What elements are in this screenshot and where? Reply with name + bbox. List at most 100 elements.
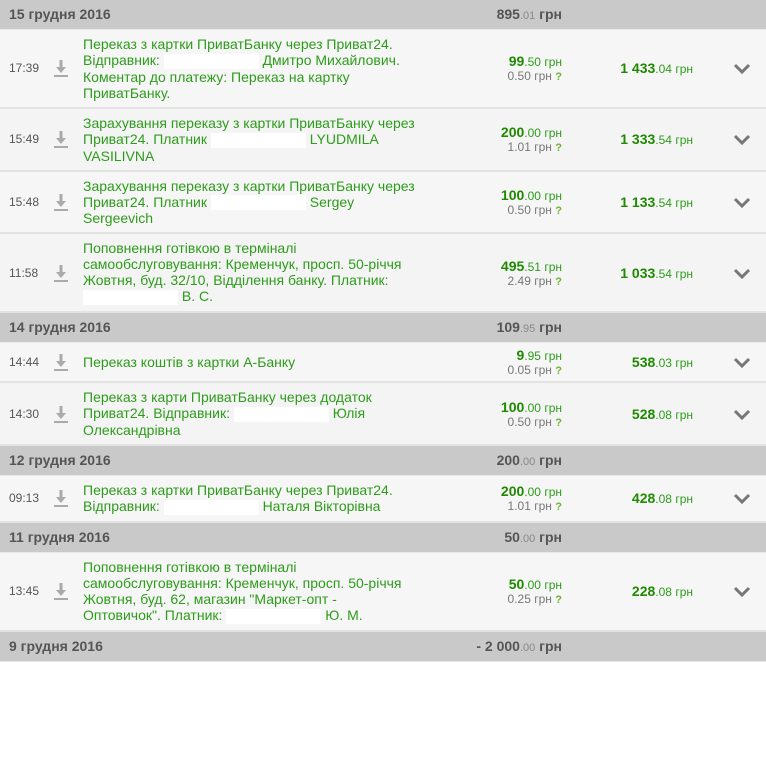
transaction-row[interactable]: 13:45 Поповнення готівкою в терміналі сам… — [0, 552, 766, 632]
chevron-down-icon[interactable] — [733, 585, 751, 598]
currency: грн — [544, 188, 562, 203]
balance-decimal: .08 — [655, 492, 672, 507]
total-decimal: .95 — [519, 323, 536, 336]
help-icon[interactable]: ? — [555, 594, 562, 607]
group-date: 15 грудня 2016 — [9, 6, 111, 22]
total-decimal: .01 — [519, 10, 536, 22]
help-icon[interactable]: ? — [555, 142, 562, 155]
help-icon[interactable]: ? — [555, 71, 562, 84]
group-date: 9 грудня 2016 — [9, 637, 103, 654]
description-text: Поповнення готівкою в терміналі самообсл… — [83, 240, 402, 289]
help-icon[interactable]: ? — [555, 416, 562, 429]
commission: 0.50 грн ? — [508, 69, 562, 83]
description-text: Ю. М. — [325, 606, 363, 623]
currency: грн — [539, 451, 562, 468]
date-group-header: 11 грудня 2016 50.00 грн — [0, 522, 766, 553]
balance-integer: 528 — [631, 405, 656, 422]
chevron-down-icon[interactable] — [733, 492, 751, 505]
balance-decimal: .04 — [655, 62, 672, 77]
amount-decimal: .00 — [524, 126, 541, 141]
transaction-row[interactable]: 11:58 Поповнення готівкою в терміналі сам… — [0, 234, 766, 314]
transaction-row[interactable]: 15:49 Зарахування переказу з картки Прива… — [0, 108, 766, 172]
currency: грн — [539, 6, 562, 22]
transaction-time: 13:45 — [9, 584, 40, 599]
description-text: Переказ з картки ПриватБанку через Прива… — [83, 481, 393, 514]
transaction-description: Переказ з карти ПриватБанку через додато… — [83, 389, 418, 438]
help-icon[interactable]: ? — [555, 204, 562, 217]
amount-decimal: .00 — [524, 485, 541, 500]
total-integer: 895 — [496, 6, 520, 22]
commission-value: 0.25 — [507, 592, 531, 607]
amount-decimal: .50 — [524, 55, 541, 70]
total-integer: 200 — [496, 451, 520, 468]
balance-after: 428.08 грн — [632, 490, 693, 506]
balance-integer: 1 133 — [620, 193, 656, 210]
balance-after: 1 133.54 грн — [620, 194, 693, 210]
balance-integer: 228 — [631, 583, 656, 600]
amount-decimal: .00 — [524, 400, 541, 415]
group-date: 14 грудня 2016 — [9, 319, 111, 336]
amount-integer: 495 — [500, 257, 525, 274]
chevron-down-icon[interactable] — [733, 267, 751, 279]
redacted-name — [210, 195, 306, 211]
amount-decimal: .00 — [524, 188, 541, 203]
transaction-row[interactable]: 14:44 Переказ коштів з картки А-Банку 9.9… — [0, 343, 766, 384]
commission-value: 1.01 — [507, 499, 531, 514]
chevron-down-icon[interactable] — [733, 62, 751, 75]
currency: грн — [534, 499, 552, 514]
group-date: 12 грудня 2016 — [9, 451, 111, 468]
transaction-amount: 99.50 грн 0.50 грн ? — [508, 53, 562, 83]
transaction-time: 14:44 — [9, 355, 40, 370]
balance-integer: 1 433 — [620, 60, 656, 77]
balance-after: 528.08 грн — [632, 406, 693, 422]
amount-integer: 50 — [508, 576, 525, 593]
transaction-row[interactable]: 15:48 Зарахування переказу з картки Прива… — [0, 171, 766, 235]
balance-integer: 538 — [631, 354, 656, 371]
transaction-amount: 50.00 грн 0.25 грн ? — [508, 576, 562, 606]
currency: грн — [675, 133, 693, 148]
currency: грн — [675, 195, 693, 210]
currency: грн — [534, 273, 552, 288]
currency: грн — [675, 62, 693, 77]
help-icon[interactable]: ? — [555, 501, 562, 514]
currency: грн — [534, 592, 552, 607]
transaction-description: Переказ коштів з картки А-Банку — [83, 354, 418, 370]
currency: грн — [544, 400, 562, 415]
redacted-name — [83, 290, 178, 306]
chevron-down-icon[interactable] — [733, 133, 751, 146]
transaction-amount: 495.51 грн 2.49 грн ? — [501, 258, 562, 288]
chevron-down-icon[interactable] — [733, 408, 751, 420]
help-icon[interactable]: ? — [555, 275, 562, 288]
commission: 2.49 грн ? — [501, 274, 562, 288]
amount-line: 200.00 грн — [501, 483, 562, 499]
date-group-header: 9 грудня 2016 - 2 000.00 грн — [0, 631, 766, 662]
help-icon[interactable]: ? — [555, 365, 562, 378]
balance-integer: 1 333 — [620, 131, 656, 148]
transaction-description: Зарахування переказу з картки ПриватБанк… — [83, 115, 418, 164]
amount-integer: 100 — [500, 186, 525, 203]
total-decimal: .00 — [519, 641, 536, 654]
balance-after: 1 033.54 грн — [620, 265, 693, 281]
currency: грн — [675, 492, 693, 507]
currency: грн — [534, 202, 552, 217]
description-text: В. С. — [181, 288, 214, 305]
date-group-header: 12 грудня 2016 200.00 грн — [0, 445, 766, 476]
transaction-row[interactable]: 09:13 Переказ з картки ПриватБанку через … — [0, 475, 766, 523]
total-decimal: .00 — [519, 455, 536, 468]
chevron-down-icon[interactable] — [733, 356, 751, 369]
transaction-description: Поповнення готівкою в терміналі самообсл… — [83, 559, 418, 624]
commission: 0.50 грн ? — [501, 203, 562, 217]
currency: грн — [534, 69, 552, 84]
transaction-row[interactable]: 14:30 Переказ з карти ПриватБанку через д… — [0, 383, 766, 446]
balance-decimal: .03 — [655, 356, 672, 371]
transaction-time: 09:13 — [9, 491, 40, 506]
currency: грн — [544, 485, 562, 500]
download-arrow-icon — [53, 352, 69, 372]
currency: грн — [534, 363, 552, 378]
chevron-down-icon[interactable] — [733, 196, 751, 209]
currency: грн — [544, 578, 562, 593]
total-integer: 50 — [504, 528, 520, 545]
amount-line: 100.00 грн — [501, 187, 562, 203]
description-text: Зарахування переказу з картки ПриватБанк… — [83, 177, 415, 210]
transaction-row[interactable]: 17:39 Переказ з картки ПриватБанку через … — [0, 30, 766, 109]
